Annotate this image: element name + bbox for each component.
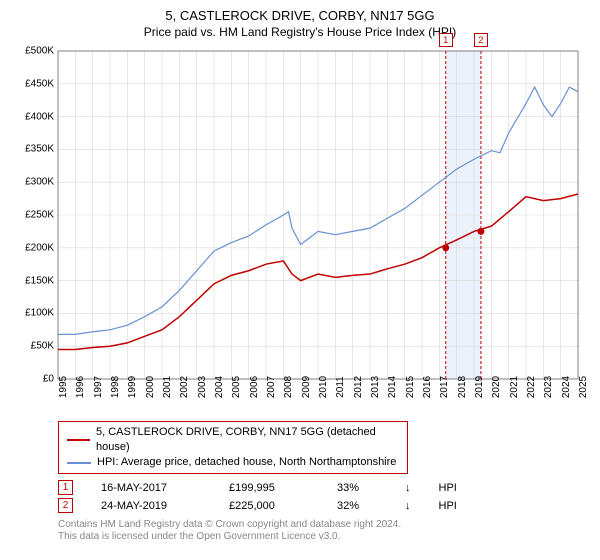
xtick-label: 2002: [179, 376, 190, 398]
chart-title: 5, CASTLEROCK DRIVE, CORBY, NN17 5GG: [12, 8, 588, 23]
xtick-label: 2020: [491, 376, 502, 398]
transaction-row: 2 24-MAY-2019 £225,000 32% ↓ HPI: [58, 498, 588, 513]
footer-line1: Contains HM Land Registry data © Crown c…: [58, 519, 588, 531]
transaction-flag: 2: [474, 33, 488, 47]
transaction-table: 1 16-MAY-2017 £199,995 33% ↓ HPI 2 24-MAY-2019 £…: [12, 480, 588, 513]
xtick-label: 2005: [231, 376, 242, 398]
xtick-label: 2010: [318, 376, 329, 398]
tx-price: £225,000: [229, 500, 309, 512]
ytick-label: £300K: [25, 177, 54, 188]
xtick-label: 1997: [93, 376, 104, 398]
legend-label-hpi: HPI: Average price, detached house, Nort…: [97, 455, 396, 470]
tx-price: £199,995: [229, 482, 309, 494]
legend-box: 5, CASTLEROCK DRIVE, CORBY, NN17 5GG (de…: [58, 421, 408, 474]
legend-row-price: 5, CASTLEROCK DRIVE, CORBY, NN17 5GG (de…: [67, 425, 399, 455]
xtick-label: 2018: [457, 376, 468, 398]
xtick-label: 2025: [578, 376, 589, 398]
tx-date: 24-MAY-2019: [101, 500, 201, 512]
ytick-label: £250K: [25, 210, 54, 221]
down-arrow-icon: ↓: [405, 482, 411, 494]
xtick-label: 2015: [405, 376, 416, 398]
xtick-label: 2007: [266, 376, 277, 398]
xtick-label: 2021: [509, 376, 520, 398]
ytick-label: £350K: [25, 144, 54, 155]
legend-swatch-hpi: [67, 462, 91, 464]
transaction-row: 1 16-MAY-2017 £199,995 33% ↓ HPI: [58, 480, 588, 495]
chart-container: 5, CASTLEROCK DRIVE, CORBY, NN17 5GG Pri…: [0, 0, 600, 560]
ytick-label: £150K: [25, 275, 54, 286]
tx-tag: HPI: [439, 500, 457, 512]
xtick-label: 2019: [474, 376, 485, 398]
xtick-label: 2006: [249, 376, 260, 398]
xtick-label: 2000: [145, 376, 156, 398]
tx-badge: 1: [58, 480, 73, 495]
xtick-label: 2013: [370, 376, 381, 398]
xtick-label: 2011: [335, 376, 346, 398]
footer-text: Contains HM Land Registry data © Crown c…: [58, 519, 588, 543]
xtick-label: 2012: [353, 376, 364, 398]
xtick-label: 2024: [561, 376, 572, 398]
ytick-label: £0: [43, 374, 54, 385]
xtick-label: 1996: [75, 376, 86, 398]
xtick-label: 2001: [162, 376, 173, 398]
transaction-flag: 1: [439, 33, 453, 47]
xtick-label: 2017: [439, 376, 450, 398]
xtick-label: 2023: [543, 376, 554, 398]
footer-line2: This data is licensed under the Open Gov…: [58, 531, 588, 543]
tx-pct: 33%: [337, 482, 377, 494]
chart-subtitle: Price paid vs. HM Land Registry's House …: [12, 25, 588, 39]
ytick-label: £50K: [31, 341, 54, 352]
xtick-label: 2004: [214, 376, 225, 398]
chart-area: £0 £50K £100K £150K £200K £250K £300K £350K £400…: [12, 45, 588, 415]
ytick-label: £200K: [25, 242, 54, 253]
ytick-label: £400K: [25, 111, 54, 122]
tx-date: 16-MAY-2017: [101, 482, 201, 494]
xtick-label: 1998: [110, 376, 121, 398]
legend-swatch-price: [67, 439, 90, 441]
tx-tag: HPI: [439, 482, 457, 494]
line-chart-svg: [12, 45, 588, 415]
xtick-label: 2009: [301, 376, 312, 398]
tx-badge: 2: [58, 498, 73, 513]
ytick-label: £100K: [25, 308, 54, 319]
ytick-label: £500K: [25, 46, 54, 57]
xtick-label: 2022: [526, 376, 537, 398]
xtick-label: 2003: [197, 376, 208, 398]
xtick-label: 2014: [387, 376, 398, 398]
tx-pct: 32%: [337, 500, 377, 512]
xtick-label: 2016: [422, 376, 433, 398]
xtick-label: 1999: [127, 376, 138, 398]
down-arrow-icon: ↓: [405, 500, 411, 512]
legend-label-price: 5, CASTLEROCK DRIVE, CORBY, NN17 5GG (de…: [96, 425, 399, 455]
xtick-label: 1995: [58, 376, 69, 398]
ytick-label: £450K: [25, 78, 54, 89]
xtick-label: 2008: [283, 376, 294, 398]
legend-row-hpi: HPI: Average price, detached house, Nort…: [67, 455, 399, 470]
